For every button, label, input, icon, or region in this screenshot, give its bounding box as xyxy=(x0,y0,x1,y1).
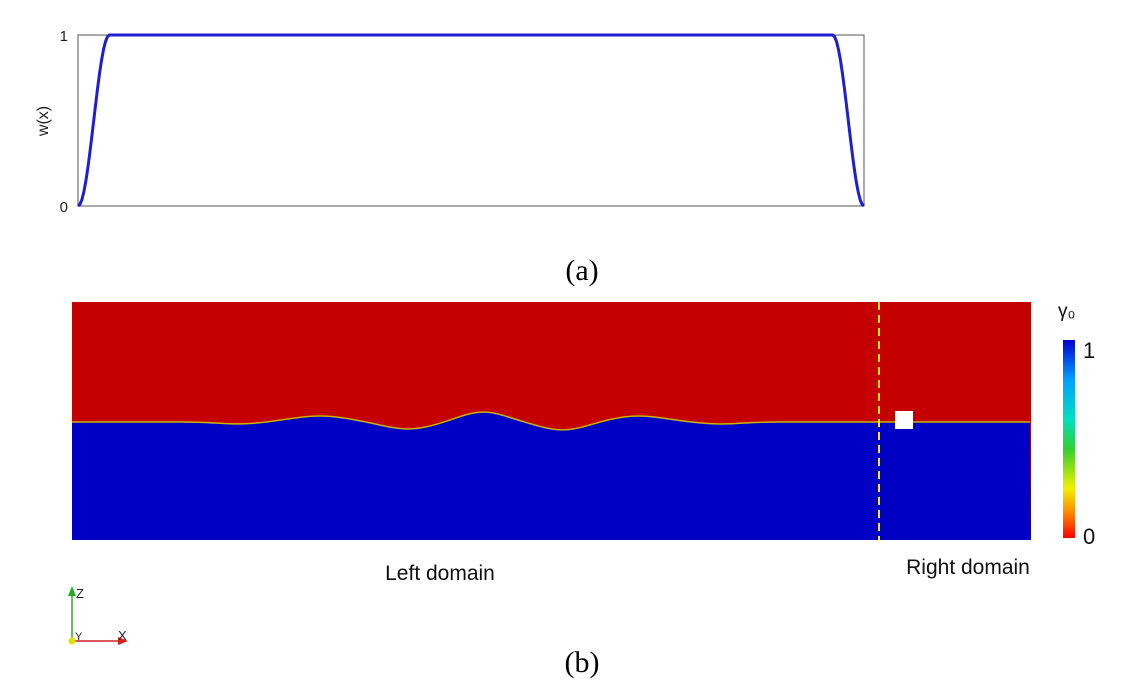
panel-b: Left domain Right domain γ₀ 1 0 Z Y X (b… xyxy=(68,301,1095,679)
series-line xyxy=(77,33,865,208)
z-axis-label: Z xyxy=(76,586,84,601)
axes-triad: Z Y X xyxy=(68,586,128,645)
bottom-phase-region xyxy=(72,412,1031,540)
y-axis-label-triad: Y xyxy=(75,631,83,643)
x-arrowhead-icon xyxy=(118,637,128,645)
interface-line xyxy=(72,411,1030,431)
colorbar-min-label: 0 xyxy=(1083,524,1095,549)
right-domain-label: Right domain xyxy=(906,556,1030,579)
colorbar xyxy=(1063,340,1075,538)
colorbar-max-label: 1 xyxy=(1083,338,1095,363)
probe-marker xyxy=(895,411,913,429)
y-tick-label: 0 xyxy=(60,199,68,216)
z-arrowhead-icon xyxy=(68,586,76,596)
caption-a: (a) xyxy=(565,254,598,287)
x-axis-label-triad: X xyxy=(118,628,127,643)
panel-a: 1 0 w(x) (a) xyxy=(35,28,865,287)
y-axis-label: w(x) xyxy=(35,106,52,137)
y-axis-dot xyxy=(68,637,76,645)
colorbar-title: γ₀ xyxy=(1058,301,1075,322)
plot-frame xyxy=(77,34,865,207)
caption-b: (b) xyxy=(565,646,600,679)
left-domain-label: Left domain xyxy=(385,562,495,585)
y-tick-label: 1 xyxy=(60,28,68,45)
